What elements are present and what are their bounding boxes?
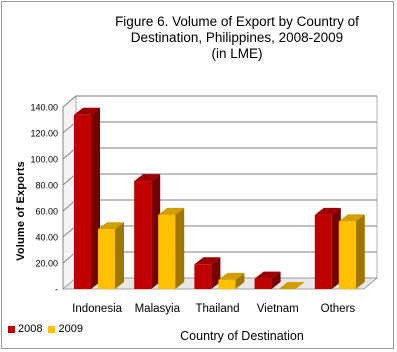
bar-top: [254, 271, 281, 279]
legend-item-2009: 2009: [48, 323, 83, 335]
bar-top: [74, 107, 100, 115]
bar-top: [158, 207, 185, 215]
y-tick-label: 60.00: [35, 207, 58, 217]
bar-side: [175, 207, 185, 289]
y-tick-label: 20.00: [35, 259, 58, 269]
bar: [74, 114, 91, 289]
bar-side: [151, 174, 161, 289]
bar-chart: - 20.00 40.00 60.00 80.00 100.00 120.00 140.00 I…: [30, 95, 379, 315]
bar-side: [235, 272, 245, 289]
y-axis-title: Volume of Exports: [15, 161, 27, 261]
legend-label-2008: 2008: [18, 323, 43, 335]
chart-title: Figure 6. Volume of Export by Country of…: [102, 14, 372, 62]
bar-side: [91, 107, 100, 289]
bar-top: [278, 282, 305, 289]
legend-swatch-2009: [48, 325, 56, 333]
chart-title-line-1: Figure 6. Volume of Export by Country of: [115, 14, 359, 29]
bar: [254, 278, 272, 289]
bar-top: [338, 214, 365, 222]
x-tick-label: Others: [321, 303, 356, 315]
bar: [134, 181, 152, 289]
x-tick-label: Indonesia: [72, 303, 122, 315]
x-tick-label: Thailand: [195, 303, 239, 315]
bar: [218, 279, 236, 289]
x-axis-title: Country of Destination: [180, 329, 304, 343]
x-tick-label: Malasyia: [135, 303, 181, 315]
y-tick-label: 120.00: [30, 129, 58, 139]
gridline: [62, 95, 377, 108]
bar: [98, 229, 115, 289]
bar-side: [331, 207, 341, 289]
bar-top: [98, 222, 124, 230]
y-tick-label: 100.00: [30, 155, 58, 165]
bar-side: [115, 222, 124, 289]
legend-item-2008: 2008: [8, 323, 42, 335]
legend: 2008 2009: [8, 323, 85, 335]
bar-side: [211, 257, 221, 289]
bar-side: [355, 214, 365, 289]
bar: [194, 264, 212, 289]
legend-label-2009: 2009: [58, 323, 83, 335]
y-tick-label: 140.00: [30, 103, 58, 113]
legend-swatch-2008: [8, 325, 15, 333]
bar-top: [194, 257, 221, 265]
y-tick-label: -: [55, 285, 58, 295]
chart-title-line-2: Destination, Philippines, 2008-2009: [130, 30, 344, 45]
bar-top: [218, 272, 245, 280]
bar: [314, 214, 332, 289]
bar-top: [314, 207, 341, 215]
x-tick-label: Vietnam: [257, 303, 299, 315]
bar: [158, 214, 176, 289]
chart-frame: Figure 6. Volume of Export by Country of…: [1, 1, 394, 349]
chart-title-line-3: (in LME): [211, 46, 263, 61]
bar-side: [271, 271, 281, 289]
bar-top: [134, 174, 161, 182]
bar: [338, 221, 356, 289]
y-tick-label: 80.00: [35, 181, 58, 191]
y-tick-label: 40.00: [35, 233, 58, 243]
